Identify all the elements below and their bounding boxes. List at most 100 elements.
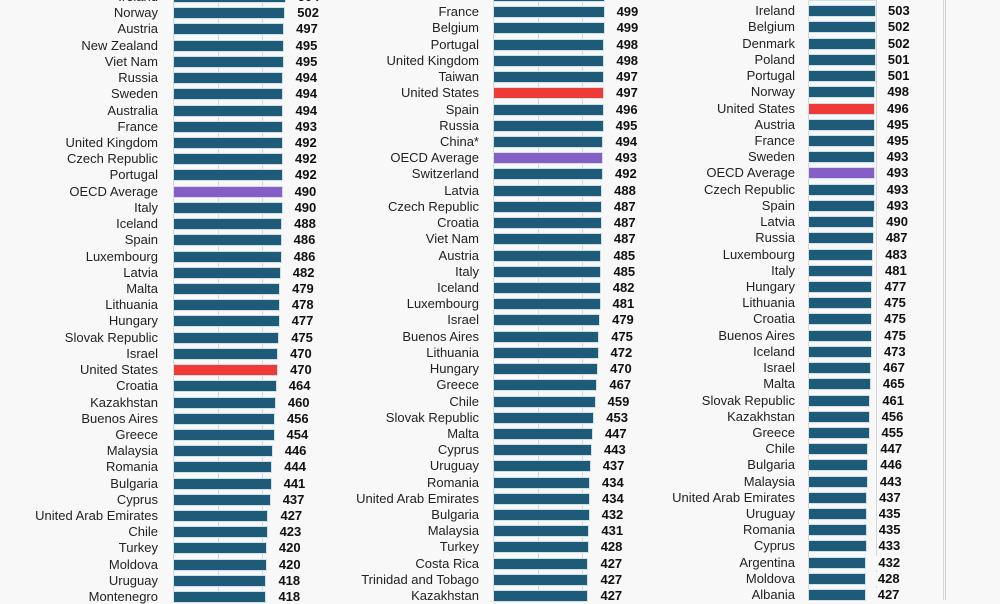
bar <box>808 21 876 34</box>
value-label: 427 <box>278 508 305 524</box>
category-label: Hungary <box>745 278 795 294</box>
value-label: 485 <box>611 263 638 279</box>
value-label: 502 <box>885 35 912 51</box>
bar <box>808 443 869 456</box>
value-label: 437 <box>280 491 307 507</box>
category-label: Romania <box>105 459 158 475</box>
category-label: Malaysia <box>743 473 795 489</box>
category-label: United Arab Emirates <box>672 489 795 505</box>
category-label: Cyprus <box>753 538 795 554</box>
value-label: 481 <box>883 262 909 278</box>
value-label: 475 <box>882 295 908 311</box>
value-label: 490 <box>292 199 319 215</box>
category-label: Portugal <box>430 36 479 52</box>
category-label: United States <box>716 100 795 116</box>
value-label: 487 <box>611 198 638 214</box>
bar <box>808 248 874 261</box>
value-label: 501 <box>885 51 912 67</box>
category-label: Russia <box>439 117 479 133</box>
bar <box>173 364 279 377</box>
bar <box>808 264 874 277</box>
bar <box>808 118 875 131</box>
bar <box>808 572 866 585</box>
category-label: Russia <box>755 230 795 246</box>
value-label: 475 <box>289 329 315 345</box>
bar <box>808 508 867 521</box>
bar <box>808 134 875 147</box>
bar <box>808 5 876 18</box>
category-label: Czech Republic <box>703 181 795 197</box>
bar <box>173 201 283 214</box>
category-label: Luxembourg <box>406 296 479 312</box>
bar <box>493 119 604 132</box>
category-label: Sweden <box>111 86 158 102</box>
value-label: 478 <box>289 297 316 313</box>
category-label: Malta <box>126 280 158 296</box>
category-label: Croatia <box>753 311 795 327</box>
category-label: Sweden <box>748 149 795 165</box>
category-label: Italy <box>134 199 158 215</box>
category-label: Greece <box>752 424 795 440</box>
value-label: 492 <box>293 151 319 167</box>
category-label: Uruguay <box>108 572 158 588</box>
category-label: China* <box>439 133 479 149</box>
category-label: France <box>754 132 795 148</box>
category-label: Austria <box>754 116 795 132</box>
bar <box>808 151 875 164</box>
value-label: 434 <box>600 490 626 506</box>
bar <box>493 411 595 424</box>
bar <box>808 410 870 423</box>
value-label: 475 <box>882 311 908 327</box>
category-label: Switzerland <box>411 166 479 182</box>
category-label: Denmark <box>742 35 795 51</box>
category-label: Bulgaria <box>431 507 479 523</box>
category-label: Hungary <box>429 361 479 377</box>
value-label: 441 <box>281 475 308 491</box>
bar <box>493 184 603 197</box>
category-label: Luxembourg <box>722 246 795 262</box>
value-label: 423 <box>277 524 304 540</box>
category-label: Italy <box>455 263 479 279</box>
category-label: Albania <box>751 587 795 603</box>
bar <box>493 22 605 35</box>
value-label: 482 <box>610 279 637 295</box>
value-label: 487 <box>611 231 638 247</box>
value-label: 482 <box>290 264 317 280</box>
value-label: 506 <box>886 0 913 2</box>
bar <box>173 558 267 571</box>
bar <box>808 216 875 229</box>
category-label: Slovak Republic <box>64 329 158 345</box>
bar <box>173 88 284 101</box>
category-label: Chile <box>128 524 158 540</box>
category-label: Cyprus <box>437 442 479 458</box>
value-label: 490 <box>292 183 319 199</box>
bar <box>493 200 602 213</box>
value-label: 443 <box>877 473 904 489</box>
value-label: 493 <box>884 197 911 213</box>
bar <box>493 298 601 311</box>
value-label: 479 <box>610 312 636 328</box>
category-label: Moldova <box>745 570 795 586</box>
category-label: Austria <box>117 21 158 37</box>
category-label: Russia <box>118 70 158 86</box>
category-label: Chile <box>765 441 795 457</box>
category-label: Spain <box>761 197 795 213</box>
category-label: Czech Republic <box>66 151 158 167</box>
value-label: 483 <box>883 246 909 262</box>
bar <box>493 460 591 473</box>
bar <box>173 574 267 587</box>
value-label: 494 <box>613 133 640 149</box>
bar <box>808 345 872 358</box>
category-label: United Kingdom <box>65 134 159 150</box>
category-label: Australia <box>107 102 158 118</box>
bar <box>493 444 593 457</box>
bar <box>808 313 873 326</box>
value-label: 447 <box>878 441 905 457</box>
bar <box>173 136 283 149</box>
value-label: 420 <box>276 540 303 556</box>
value-label: 498 <box>614 36 641 52</box>
bar <box>808 540 867 553</box>
